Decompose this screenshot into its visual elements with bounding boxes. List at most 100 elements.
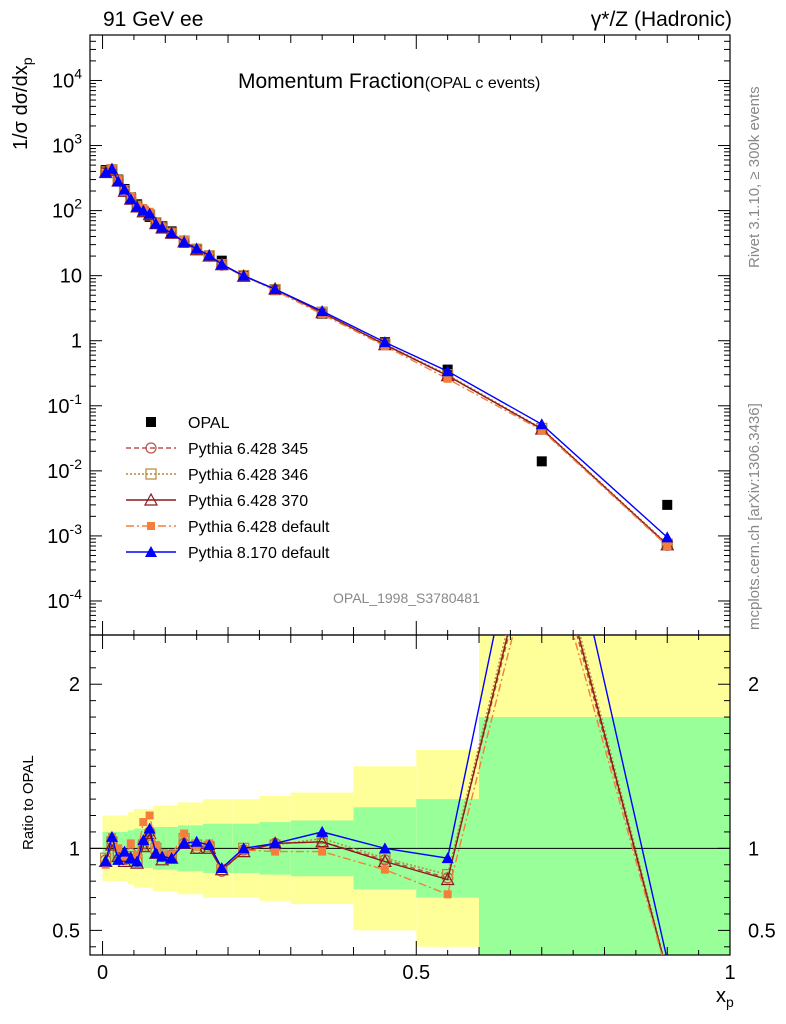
ratio-point <box>145 811 154 820</box>
data-point <box>203 249 216 261</box>
data-point <box>156 221 169 233</box>
legend-label: Pythia 6.428 default <box>188 519 330 536</box>
legend-entry: Pythia 8.170 default <box>126 545 330 562</box>
series-line <box>105 169 668 546</box>
series-line <box>105 168 668 545</box>
ratio-point <box>380 865 389 874</box>
data-point <box>662 499 673 510</box>
legend-label: Pythia 6.428 370 <box>188 493 308 510</box>
y-tick-text: 10-4 <box>47 586 82 613</box>
ratio-point <box>203 839 216 851</box>
ratio-frame <box>89 634 731 956</box>
y-tick-text: 103 <box>52 131 82 158</box>
data-point <box>536 456 547 467</box>
y-tick-label-ratio: 1 <box>69 838 80 860</box>
y-tick-label-ratio-right: 1 <box>748 838 759 860</box>
y-tick-label-main: 10 <box>60 266 82 288</box>
process-label: γ*/Z (Hadronic) <box>590 8 732 31</box>
plot-title: Momentum Fraction(OPAL c events) <box>238 70 541 93</box>
data-point <box>131 200 144 212</box>
ratio-point <box>165 852 178 864</box>
data-point <box>165 227 178 239</box>
ratio-point <box>131 855 144 867</box>
main-frame <box>89 34 731 636</box>
ratio-point <box>443 890 452 899</box>
series-opal <box>100 165 673 510</box>
ratio-point <box>180 829 189 838</box>
rivet-label: Rivet 3.1.10, ≥ 300k events <box>746 86 763 268</box>
ratio-point <box>137 834 150 846</box>
energy-label: 91 GeV ee <box>103 8 204 31</box>
ratio-point <box>139 818 148 827</box>
data-point <box>269 283 282 295</box>
legend-marker <box>146 417 156 427</box>
data-point <box>441 365 454 377</box>
analysis-label: OPAL_1998_S3780481 <box>333 590 480 606</box>
legend-entry: Pythia 6.428 346 <box>126 467 308 484</box>
y-tick-label-main: 104 <box>52 65 82 92</box>
y-tick-label-ratio: 0.5 <box>52 920 80 942</box>
ratio-point <box>143 822 156 834</box>
legend-label: Pythia 6.428 346 <box>188 467 308 484</box>
data-point <box>137 204 150 216</box>
x-axis-title: xp <box>716 985 734 1010</box>
ratio-point <box>124 852 137 864</box>
legend-marker <box>147 522 155 530</box>
legend-entry: OPAL <box>146 415 230 432</box>
data-point <box>537 426 546 435</box>
legend-marker <box>143 492 159 506</box>
y-tick-text: 104 <box>52 65 82 92</box>
y-tick-label-ratio-right: 2 <box>748 674 759 696</box>
ratio-line <box>105 635 663 955</box>
legend-label: Pythia 6.428 345 <box>188 441 308 458</box>
data-point <box>105 162 118 174</box>
legend-entry: Pythia 6.428 default <box>126 519 330 536</box>
y-tick-label-main: 10-3 <box>47 521 82 548</box>
series-pythia-6-428-370 <box>98 162 675 551</box>
y-tick-label-main: 1 <box>71 331 82 353</box>
legend: OPAL Pythia 6.428 345 Pythia 6.428 346 Pyth… <box>126 415 330 562</box>
ratio-point <box>156 850 169 862</box>
y-tick-label-main: 10-2 <box>47 456 82 483</box>
ratio-point <box>99 855 112 867</box>
series-pythia-8-170-default <box>99 162 674 543</box>
ratio-point <box>133 850 142 859</box>
ratio-point <box>237 842 250 854</box>
y-tick-text: 10 <box>60 266 82 288</box>
ratio-point <box>271 847 280 856</box>
data-point <box>316 305 329 317</box>
y-tick-text: 10-1 <box>47 391 82 418</box>
y-axis-title-main: 1/σ dσ/dxp <box>10 57 35 150</box>
y-tick-label-main: 102 <box>52 196 82 223</box>
series-line <box>105 168 668 546</box>
series-pythia-6-428-346 <box>100 164 673 550</box>
y-axis-title-ratio: Ratio to OPAL <box>20 755 37 850</box>
legend-entry: Pythia 6.428 370 <box>126 492 308 510</box>
data-point <box>143 207 156 219</box>
y-tick-text: 10-3 <box>47 521 82 548</box>
legend-marker <box>145 468 157 480</box>
y-tick-label-ratio-right: 0.5 <box>748 920 776 942</box>
y-tick-text: 102 <box>52 196 82 223</box>
legend-marker <box>145 546 157 557</box>
data-point <box>378 336 391 348</box>
data-point <box>112 175 125 187</box>
data-point <box>661 531 674 543</box>
source-label: mcplots.cern.ch [arXiv:1306.3436] <box>746 403 763 630</box>
x-tick-label: 0 <box>97 962 108 984</box>
ratio-point <box>315 834 330 848</box>
ratio-pythia-8-170-default <box>99 635 667 955</box>
ratio-point <box>269 837 282 849</box>
ratio-band-1sigma <box>479 717 730 955</box>
y-tick-label-main: 10-1 <box>47 391 82 418</box>
ratio-point <box>440 872 455 886</box>
ratio-point <box>118 845 131 857</box>
ratio-point <box>318 847 327 856</box>
y-tick-label-main: 103 <box>52 131 82 158</box>
data-point <box>149 217 162 229</box>
ratio-point <box>378 842 391 854</box>
plot-subtitle: (OPAL c events) <box>424 75 541 92</box>
legend-label: Pythia 8.170 default <box>188 545 330 562</box>
legend-entry: Pythia 6.428 345 <box>126 441 308 458</box>
